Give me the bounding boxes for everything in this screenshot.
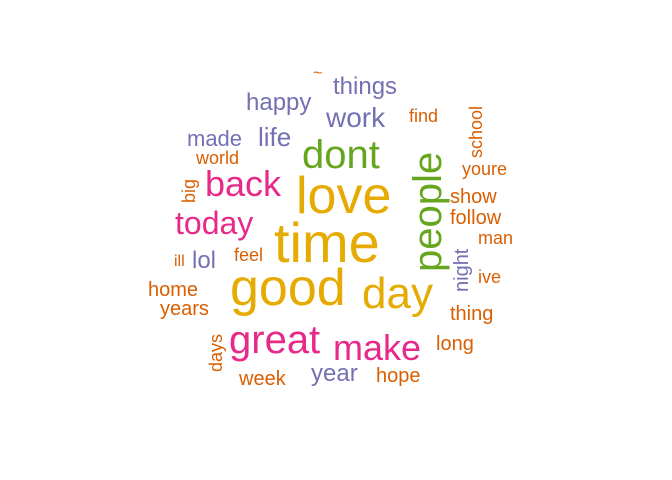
- word-dont: dont: [302, 133, 380, 177]
- word-find: find: [409, 106, 439, 126]
- word-today: today: [175, 205, 254, 241]
- word-lol: lol: [192, 247, 217, 274]
- word-home: home: [148, 279, 199, 301]
- word-make: make: [333, 327, 422, 368]
- word-things: things: [333, 73, 398, 100]
- word-great: great: [229, 318, 321, 362]
- word-love: love: [296, 167, 392, 225]
- word-school: school: [466, 105, 486, 158]
- word-years: years: [160, 298, 209, 320]
- word-work: work: [326, 102, 386, 133]
- word-week: week: [239, 368, 286, 390]
- word-world: world: [196, 148, 240, 168]
- word-big: big: [179, 178, 199, 203]
- word-happy: happy: [246, 89, 312, 116]
- word-ive: ive: [478, 267, 502, 287]
- word-thing: thing: [450, 303, 494, 325]
- word-days: days: [206, 333, 226, 372]
- word-good: good: [230, 259, 346, 317]
- word-follow: follow: [450, 207, 502, 229]
- word-life: life: [258, 122, 292, 152]
- word-youre: youre: [462, 159, 508, 179]
- word-night: night: [451, 248, 473, 292]
- word-ill: ill: [174, 253, 185, 270]
- word-people: people: [406, 151, 450, 272]
- word-day: day: [362, 269, 433, 318]
- word-tilde: ~: [313, 65, 323, 82]
- word-man: man: [478, 228, 514, 248]
- word-made: made: [187, 126, 243, 151]
- word-back: back: [205, 163, 282, 204]
- word-show: show: [450, 186, 497, 208]
- word-year: year: [311, 360, 358, 387]
- word-hope: hope: [376, 365, 421, 387]
- word-feel: feel: [234, 245, 264, 265]
- word-long: long: [436, 333, 474, 355]
- word-time: time: [274, 211, 380, 274]
